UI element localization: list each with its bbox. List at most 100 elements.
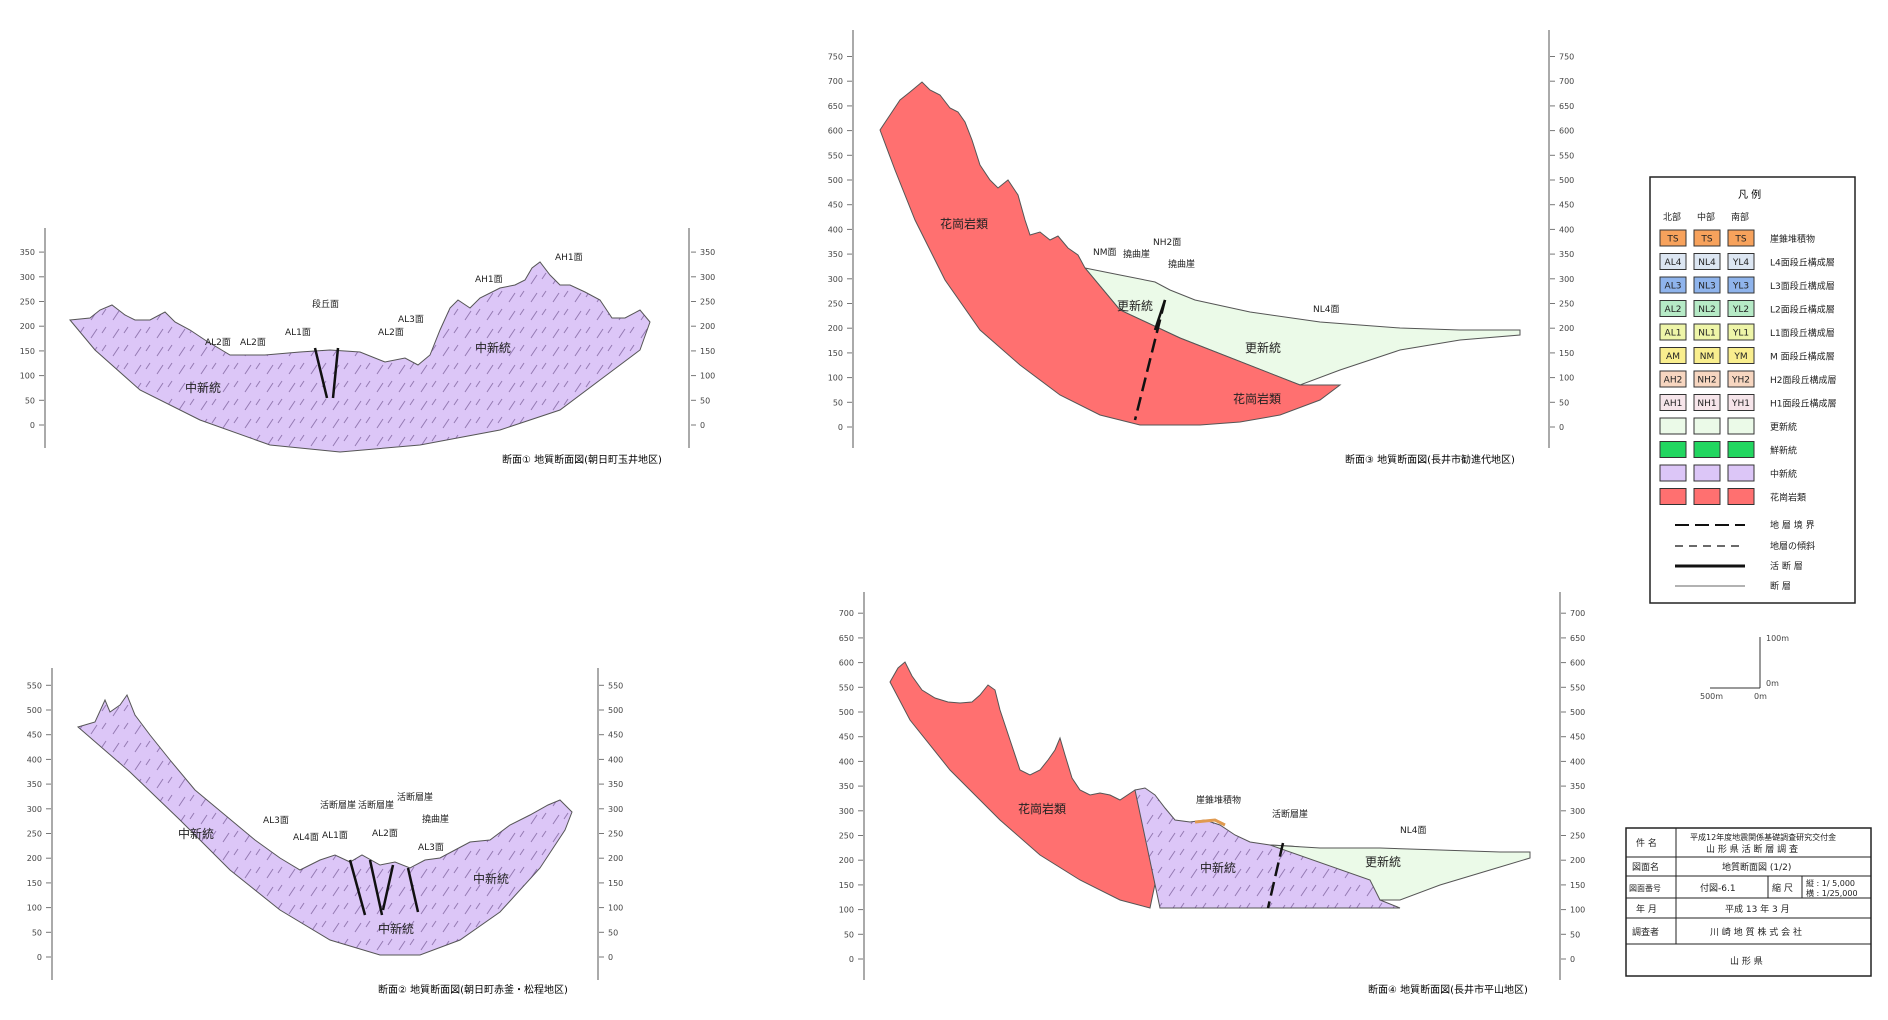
tick-label: 350	[828, 250, 843, 259]
legend-swatch	[1727, 276, 1755, 294]
tick-label: 600	[1559, 127, 1574, 136]
legend-swatch	[1659, 488, 1687, 505]
section-2-label-al3a: AL3面	[263, 815, 289, 826]
title-block-subject-b: 山 形 県 活 断 層 調 査	[1706, 843, 1798, 855]
legend-code: NM	[1700, 352, 1715, 362]
tick-label: 750	[828, 53, 843, 62]
section-4-label-nl4: NL4面	[1400, 825, 1426, 836]
legend-code: TS	[1700, 235, 1712, 245]
tick-label: 600	[828, 127, 843, 136]
section-2-label-flexure: 撓曲崖	[422, 813, 449, 825]
tick-label: 500	[1570, 708, 1585, 717]
tick-label: 600	[1570, 659, 1585, 668]
legend-swatch	[1659, 417, 1687, 435]
tick-label: 150	[27, 879, 42, 888]
tick-label: 300	[1559, 275, 1574, 284]
section-4-label-talus: 崖錐堆積物	[1196, 794, 1241, 806]
section-1-caption: 断面① 地質断面図(朝日町玉井地区)	[502, 453, 662, 466]
legend-swatch	[1659, 370, 1687, 388]
section-2-caption: 断面② 地質断面図(朝日町赤釜・松程地区)	[378, 983, 568, 996]
tick-label: 300	[700, 273, 715, 282]
tick-label: 250	[27, 830, 42, 839]
section-4-unit-pleist: 更新統	[1365, 854, 1401, 869]
section-2-label-scarp-a: 活断層崖	[320, 799, 356, 811]
section-2-label-al2: AL2面	[372, 828, 398, 839]
tick-label: 200	[1570, 856, 1585, 865]
tick-label: 300	[839, 807, 854, 816]
legend-line-boundary: 地 層 境 界	[1770, 519, 1815, 531]
legend-code: NH1	[1697, 399, 1716, 409]
section-4-unit-granite: 花崗岩類	[1018, 801, 1066, 816]
section-1-label-al2a: AL2面	[205, 337, 231, 348]
section-1-label-al2b: AL2面	[240, 337, 266, 348]
legend-swatch	[1659, 441, 1687, 458]
tick-label: 250	[20, 298, 35, 307]
section-3-ticks-left: 0 50 100 150 200 250 300 350 400 450 500 550 600 650 7…	[828, 53, 852, 432]
section-3-caption: 断面③ 地質断面図(長井市勧進代地区)	[1345, 453, 1515, 466]
tick-label: 350	[608, 780, 623, 789]
tick-label: 500	[1559, 176, 1574, 185]
tick-label: 400	[608, 755, 623, 764]
legend-row-label: L1面段丘構成層	[1770, 327, 1835, 339]
tick-label: 0	[30, 421, 35, 430]
tick-label: 350	[700, 248, 715, 257]
legend-code: YH1	[1731, 399, 1750, 409]
tick-label: 650	[828, 102, 843, 111]
tick-label: 700	[1559, 77, 1574, 86]
tick-label: 550	[608, 681, 623, 690]
section-1-unit-a: 中新統	[185, 380, 221, 395]
section-2-unit-b: 中新統	[473, 871, 509, 886]
tick-label: 100	[1559, 374, 1574, 383]
title-block-key-subject: 件 名	[1636, 837, 1657, 849]
tick-label: 400	[1559, 225, 1574, 234]
tick-label: 350	[1559, 250, 1574, 259]
section-2-unit-a: 中新統	[178, 826, 214, 841]
scale-horizontal-label: 500m	[1700, 692, 1723, 701]
tick-label: 0	[838, 423, 843, 432]
legend-code: AL2	[1665, 305, 1682, 315]
tick-label: 200	[700, 322, 715, 331]
legend-code: NH2	[1697, 376, 1716, 386]
legend-code: NL2	[1698, 305, 1715, 315]
section-3-unit-granite-a: 花崗岩類	[940, 216, 988, 231]
legend-code: AL3	[1665, 282, 1682, 292]
tick-label: 350	[839, 782, 854, 791]
section-2-label-al3b: AL3面	[418, 842, 444, 853]
tick-label: 700	[828, 77, 843, 86]
tick-label: 0	[849, 955, 854, 964]
tick-label: 500	[27, 706, 42, 715]
section-4: 0501001502002503003504004505005506006507…	[839, 592, 1585, 996]
tick-label: 500	[608, 706, 623, 715]
tick-label: 50	[844, 930, 854, 939]
title-block-key-surveyor: 調査者	[1632, 926, 1659, 938]
tick-label: 700	[1570, 609, 1585, 618]
tick-label: 550	[1559, 151, 1574, 160]
tick-label: 650	[1570, 634, 1585, 643]
section-2-label-scarp-b: 活断層崖	[358, 799, 394, 811]
tick-label: 250	[828, 300, 843, 309]
legend-swatch	[1727, 417, 1755, 435]
tick-label: 150	[839, 881, 854, 890]
section-3-unit-granite-b: 花崗岩類	[1233, 391, 1281, 406]
title-block-number: 付図-6.1	[1700, 883, 1736, 894]
section-4-caption: 断面④ 地質断面図(長井市平山地区)	[1368, 983, 1528, 996]
section-3-label-nh2: NH2面	[1153, 237, 1181, 248]
legend-swatch	[1727, 253, 1755, 270]
tick-label: 450	[27, 731, 42, 740]
tick-label: 650	[839, 634, 854, 643]
title-block-key-scale: 縮 尺	[1772, 882, 1793, 894]
tick-label: 200	[828, 324, 843, 333]
legend-swatch	[1693, 276, 1721, 294]
title-block-key-drawing: 図面名	[1632, 861, 1659, 873]
legend-swatch	[1693, 488, 1721, 505]
tick-label: 350	[1570, 782, 1585, 791]
section-2-ticks-right: 0 50 100 150 200 250 300 350 400 450 500 550	[599, 681, 623, 962]
tick-label: 550	[27, 681, 42, 690]
tick-label: 200	[27, 854, 42, 863]
legend-row-label: L4面段丘構成層	[1770, 257, 1835, 269]
tick-label: 500	[839, 708, 854, 717]
legend-row-label: 花崗岩類	[1770, 492, 1806, 504]
tick-label: 250	[1559, 300, 1574, 309]
legend-swatch	[1693, 253, 1721, 270]
